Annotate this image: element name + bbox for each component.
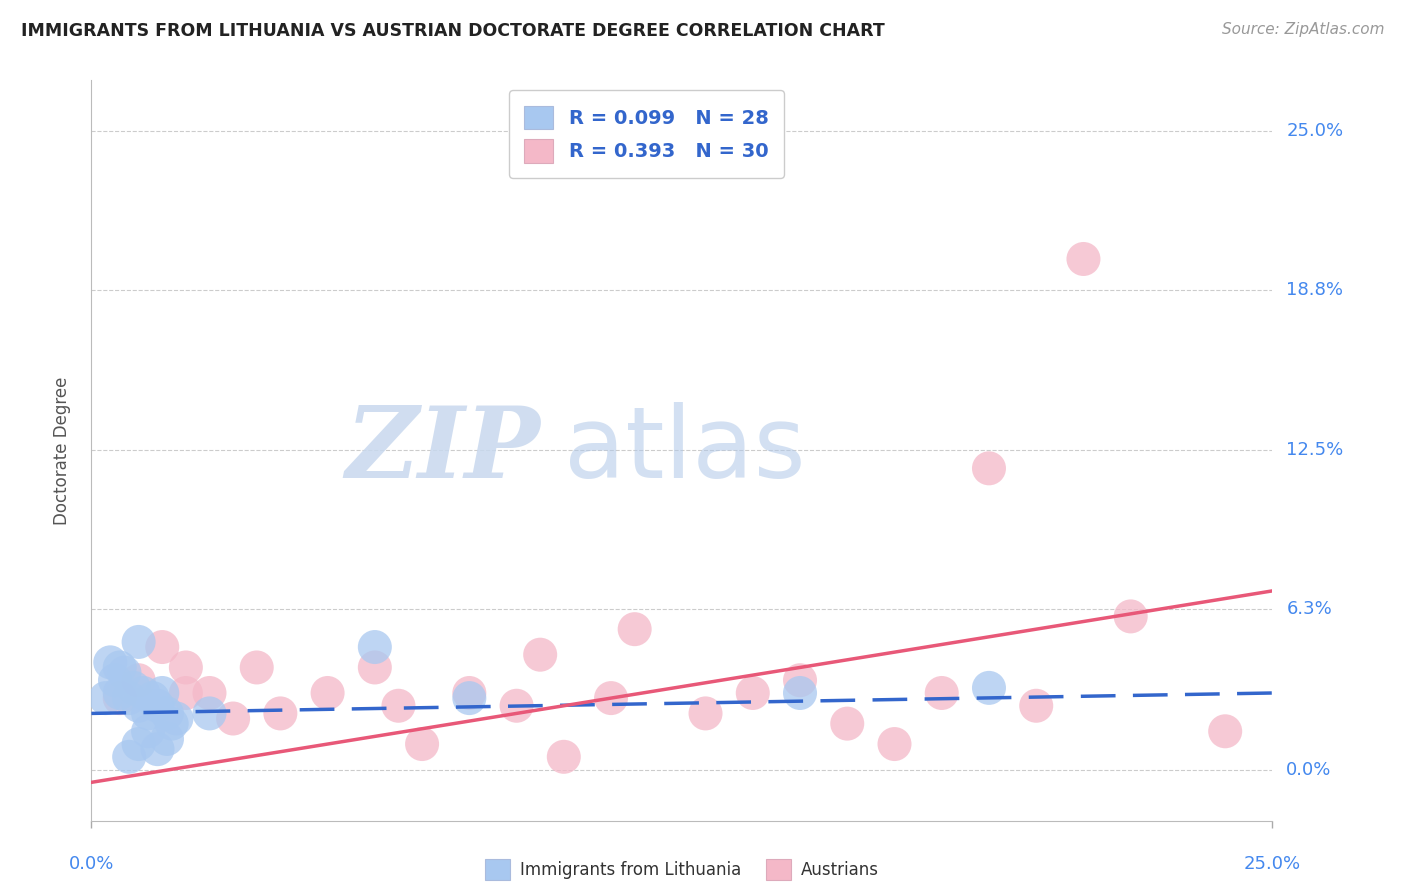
Point <box>156 731 179 746</box>
Point <box>104 673 127 688</box>
Text: 6.3%: 6.3% <box>1286 599 1331 618</box>
Point <box>118 691 141 706</box>
Point <box>122 681 145 695</box>
Point <box>931 686 953 700</box>
Point <box>364 660 387 674</box>
Point <box>98 656 121 670</box>
Point <box>789 686 811 700</box>
Text: 25.0%: 25.0% <box>1244 855 1301 873</box>
Point <box>128 737 150 751</box>
Y-axis label: Doctorate Degree: Doctorate Degree <box>52 376 70 524</box>
Point <box>741 686 763 700</box>
Point <box>246 660 269 674</box>
Point <box>553 749 575 764</box>
Point <box>108 691 131 706</box>
Point <box>600 691 623 706</box>
Point <box>108 660 131 674</box>
Point <box>174 660 197 674</box>
Point <box>269 706 291 721</box>
Text: 0.0%: 0.0% <box>1286 761 1331 779</box>
Point <box>160 716 183 731</box>
Point <box>977 461 1000 475</box>
Point <box>1073 252 1095 266</box>
Point <box>146 742 169 756</box>
Point <box>132 686 155 700</box>
Point <box>387 698 409 713</box>
Point <box>789 673 811 688</box>
Point <box>222 712 245 726</box>
Point <box>198 686 221 700</box>
Point <box>623 622 645 636</box>
Text: 12.5%: 12.5% <box>1286 442 1344 459</box>
Text: atlas: atlas <box>564 402 806 499</box>
Point <box>94 691 117 706</box>
Point <box>695 706 717 721</box>
Point <box>136 724 159 739</box>
Point <box>150 640 173 654</box>
Point <box>198 706 221 721</box>
Text: 18.8%: 18.8% <box>1286 281 1343 299</box>
Point <box>146 698 169 713</box>
Point <box>1119 609 1142 624</box>
Point <box>136 706 159 721</box>
Point <box>114 665 136 680</box>
Point <box>108 686 131 700</box>
Text: Source: ZipAtlas.com: Source: ZipAtlas.com <box>1222 22 1385 37</box>
Point <box>118 749 141 764</box>
Text: IMMIGRANTS FROM LITHUANIA VS AUSTRIAN DOCTORATE DEGREE CORRELATION CHART: IMMIGRANTS FROM LITHUANIA VS AUSTRIAN DO… <box>21 22 884 40</box>
Point <box>364 640 387 654</box>
Legend: Immigrants from Lithuania, Austrians: Immigrants from Lithuania, Austrians <box>478 853 886 887</box>
Point <box>837 716 859 731</box>
Point <box>411 737 433 751</box>
Point <box>883 737 905 751</box>
Text: ZIP: ZIP <box>346 402 540 499</box>
Point <box>529 648 551 662</box>
Point <box>505 698 527 713</box>
Point <box>1213 724 1236 739</box>
Point <box>128 698 150 713</box>
Point <box>316 686 339 700</box>
Point <box>128 673 150 688</box>
Point <box>1025 698 1047 713</box>
Point <box>458 686 481 700</box>
Text: 0.0%: 0.0% <box>69 855 114 873</box>
Point <box>174 686 197 700</box>
Point <box>977 681 1000 695</box>
Text: 25.0%: 25.0% <box>1286 122 1344 140</box>
Point <box>150 686 173 700</box>
Point <box>458 691 481 706</box>
Point <box>156 706 179 721</box>
Point <box>165 712 187 726</box>
Point <box>128 635 150 649</box>
Point <box>142 691 165 706</box>
